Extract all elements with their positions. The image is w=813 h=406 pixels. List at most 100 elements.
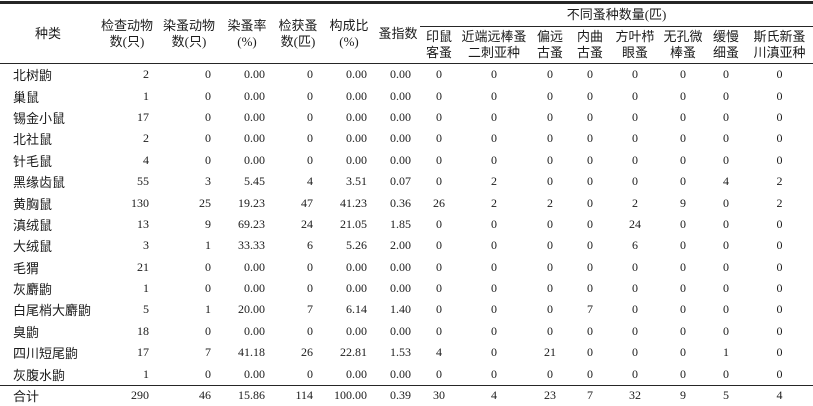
table-row: 灰麝鼩 1 0 0.00 0 0.00 0.00 0 0 0 0 0 0 0 0 [0, 278, 813, 299]
flea-count-cell: 0 [632, 88, 638, 103]
flea-count-cell: 0 [680, 323, 686, 338]
flea-count-cell: 0 [587, 216, 593, 231]
stat-value-cell: 0 [307, 323, 313, 338]
header-row-top: 种类 检查动物 数(只) 染蚤动物 数(只) 染蚤率 (%) 检获蚤 数(匹) [0, 2, 813, 64]
species-name-cell: 灰腹水鼩 [13, 367, 66, 383]
stat-value-cell: 0 [205, 131, 211, 146]
flea-count-cell: 0 [723, 238, 729, 253]
flea-count-cell: 0 [776, 216, 783, 231]
flea-count-cell: 0 [587, 195, 593, 210]
flea-count-cell: 0 [491, 238, 497, 253]
table-row: 灰腹水鼩 1 0 0.00 0 0.00 0.00 0 0 0 0 0 0 0 0 [0, 363, 813, 385]
stat-value-cell: 0 [205, 366, 211, 381]
stat-value-cell: 20.00 [238, 302, 265, 317]
stat-value-cell: 0 [307, 67, 313, 82]
stat-value-cell: 0.00 [390, 131, 411, 146]
stat-value-cell: 3 [205, 174, 211, 189]
flea-count-cell: 23 [530, 384, 570, 406]
flea-count-cell: 0 [436, 281, 442, 296]
flea-count-cell: 0 [587, 281, 593, 296]
flea-count-cell: 0 [680, 67, 686, 82]
species-name-cell: 白尾梢大麝鼩 [13, 303, 92, 319]
stat-value-cell: 69.23 [238, 216, 265, 231]
stat-value-cell: 25 [199, 195, 211, 210]
flea-count-cell: 0 [547, 67, 553, 82]
table-row: 大绒鼠 3 1 33.33 6 5.26 2.00 0 0 0 0 6 0 0 0 [0, 235, 813, 256]
flea-count-cell: 0 [776, 131, 783, 146]
flea-count-cell: 7 [570, 384, 610, 406]
stat-value-cell: 1 [143, 366, 149, 381]
stat-value-cell: 0 [205, 259, 211, 274]
species-name-cell: 臭鼩 [13, 324, 40, 340]
stat-value-cell: 7 [205, 345, 211, 360]
stat-value-cell: 0 [205, 88, 211, 103]
flea-count-cell: 0 [491, 323, 497, 338]
stat-value-cell: 0.00 [244, 366, 265, 381]
flea-count-cell: 0 [776, 109, 783, 124]
stat-value-cell: 0.00 [244, 88, 265, 103]
flea-count-cell: 0 [491, 131, 497, 146]
stat-value-cell: 0.00 [346, 281, 367, 296]
flea-count-cell: 32 [610, 384, 660, 406]
stat-value-cell: 1 [205, 302, 211, 317]
col-header-flea-species-5: 方叶栉 眼蚤 [610, 26, 660, 64]
stat-value-cell: 0.00 [346, 259, 367, 274]
stat-value-cell: 3.51 [346, 174, 367, 189]
stat-value-cell: 130 [131, 195, 149, 210]
stat-value-cell: 0.00 [346, 366, 367, 381]
stat-value-cell: 0 [205, 67, 211, 82]
table-row: 黄胸鼠 130 25 19.23 47 41.23 0.36 26 2 2 0 2 9 0 2 [0, 192, 813, 213]
flea-count-cell: 0 [587, 238, 593, 253]
stat-value-cell: 21 [137, 259, 149, 274]
stat-value-cell: 0.07 [390, 174, 411, 189]
flea-count-cell: 0 [547, 366, 553, 381]
flea-count-cell: 0 [723, 67, 729, 82]
flea-count-cell: 0 [680, 216, 686, 231]
flea-count-cell: 0 [436, 238, 442, 253]
flea-count-cell: 24 [629, 216, 641, 231]
stat-value-cell: 0.00 [390, 152, 411, 167]
table-row: 白尾梢大麝鼩 5 1 20.00 7 6.14 1.40 0 0 0 7 0 0 0 0 [0, 299, 813, 320]
stat-value-cell: 0.00 [390, 259, 411, 274]
stat-value-cell: 0.00 [346, 67, 367, 82]
stat-value-cell: 19.23 [238, 195, 265, 210]
flea-count-cell: 0 [632, 302, 638, 317]
stat-value-cell: 0.00 [244, 259, 265, 274]
flea-count-cell: 0 [723, 131, 729, 146]
table-row: 黑缘齿鼠 55 3 5.45 4 3.51 0.07 0 2 0 0 0 0 4 2 [0, 171, 813, 192]
flea-count-cell: 0 [632, 174, 638, 189]
flea-count-cell: 30 [420, 384, 458, 406]
flea-count-cell: 0 [776, 281, 783, 296]
flea-count-cell: 26 [433, 195, 445, 210]
table-row: 滇绒鼠 13 9 69.23 24 21.05 1.85 0 0 0 0 24 0 0 0 [0, 214, 813, 235]
stat-value-cell: 1.85 [390, 216, 411, 231]
flea-count-cell: 0 [723, 302, 729, 317]
flea-count-cell: 0 [680, 174, 686, 189]
flea-count-cell: 0 [776, 323, 783, 338]
stat-value-cell: 2.00 [390, 238, 411, 253]
stat-value-cell: 1.40 [390, 302, 411, 317]
flea-count-cell: 0 [723, 366, 729, 381]
stat-value-cell: 15.86 [220, 384, 274, 406]
flea-count-cell: 0 [491, 281, 497, 296]
flea-count-cell: 0 [491, 345, 497, 360]
flea-count-cell: 2 [491, 195, 497, 210]
flea-count-cell: 2 [776, 195, 783, 210]
flea-count-cell: 0 [491, 302, 497, 317]
flea-count-cell: 0 [491, 216, 497, 231]
col-header-examined-count: 检查动物 数(只) [96, 2, 158, 64]
stat-value-cell: 1 [143, 88, 149, 103]
flea-count-cell: 0 [723, 281, 729, 296]
stat-value-cell: 0 [205, 281, 211, 296]
flea-count-cell: 0 [776, 259, 783, 274]
flea-count-cell: 4 [723, 174, 729, 189]
flea-count-cell: 0 [680, 88, 686, 103]
stat-value-cell: 0 [307, 259, 313, 274]
flea-count-cell: 2 [491, 174, 497, 189]
stat-value-cell: 17 [137, 109, 149, 124]
flea-count-cell: 0 [723, 259, 729, 274]
col-header-infected-count: 染蚤动物 数(只) [158, 2, 220, 64]
table-row: 四川短尾鼩 17 7 41.18 26 22.81 1.53 4 0 21 0 0 0 1 0 [0, 342, 813, 363]
